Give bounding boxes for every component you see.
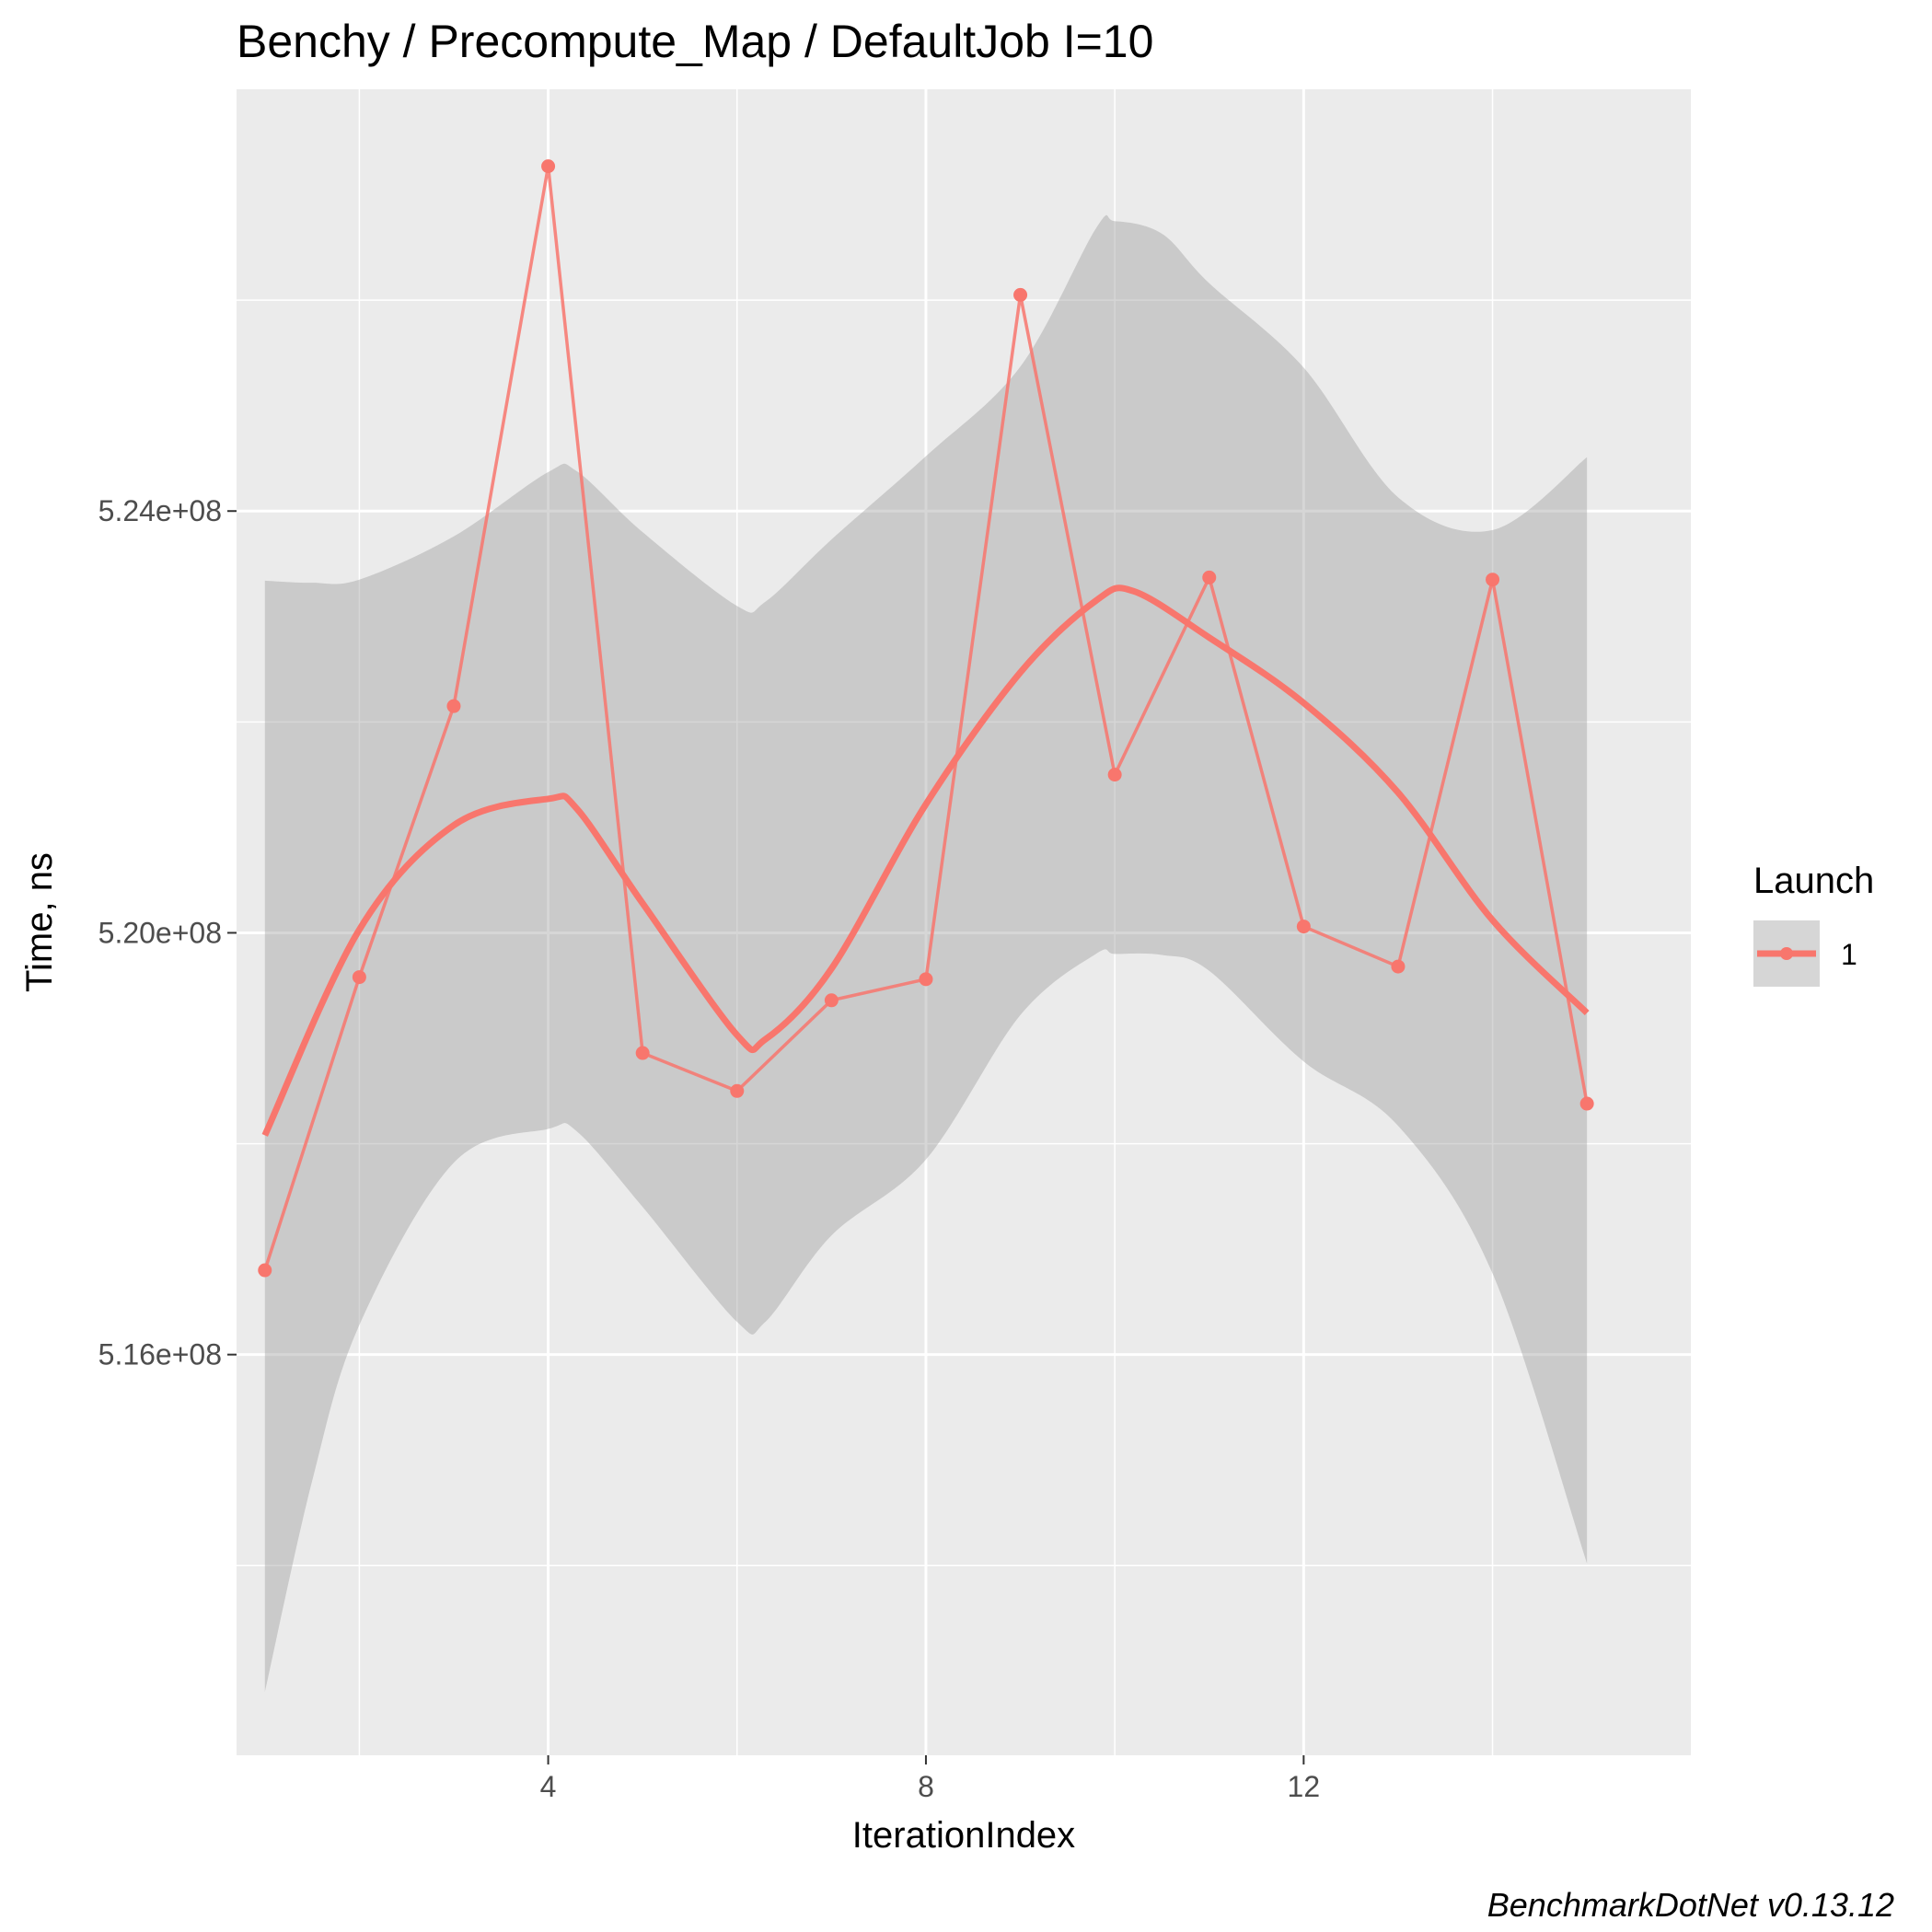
x-tick-label: 8 — [918, 1770, 934, 1803]
data-point — [1391, 959, 1406, 974]
chart-title: Benchy / Precompute_Map / DefaultJob I=1… — [237, 16, 1153, 67]
data-point — [1579, 1096, 1594, 1111]
data-point — [1202, 570, 1217, 584]
data-point — [1013, 287, 1028, 302]
caption: BenchmarkDotNet v0.13.12 — [1487, 1886, 1894, 1924]
plot-panel — [237, 89, 1691, 1755]
smooth-line — [261, 584, 1590, 1137]
y-axis: 5.16e+08 5.20e+08 5.24e+08 — [98, 494, 237, 1371]
y-tick-label: 5.16e+08 — [98, 1338, 222, 1371]
legend: Launch 1 — [1753, 861, 1874, 987]
data-point — [824, 993, 839, 1008]
x-tick-label: 4 — [540, 1770, 557, 1803]
y-tick-label: 5.24e+08 — [98, 494, 222, 527]
series-points — [258, 159, 1594, 1278]
y-tick-label: 5.20e+08 — [98, 916, 222, 949]
legend-title: Launch — [1753, 861, 1874, 901]
x-tick-label: 12 — [1288, 1770, 1321, 1803]
x-axis: 4 8 12 — [540, 1755, 1320, 1803]
data-point — [258, 1263, 272, 1278]
data-point — [635, 1046, 650, 1060]
legend-label-1: 1 — [1841, 938, 1857, 971]
data-point — [541, 159, 556, 174]
data-point — [352, 970, 366, 985]
legend-key-point — [1780, 947, 1793, 960]
y-axis-title: Time, ns — [19, 852, 60, 992]
data-point — [919, 972, 933, 987]
x-axis-title: IterationIndex — [852, 1815, 1075, 1856]
data-point — [730, 1083, 745, 1098]
data-point — [1107, 768, 1122, 782]
confidence-band — [264, 214, 1588, 1693]
data-point — [446, 699, 461, 713]
data-point — [1486, 573, 1500, 587]
data-point — [1296, 920, 1311, 934]
minor-gridlines — [237, 89, 1691, 1755]
